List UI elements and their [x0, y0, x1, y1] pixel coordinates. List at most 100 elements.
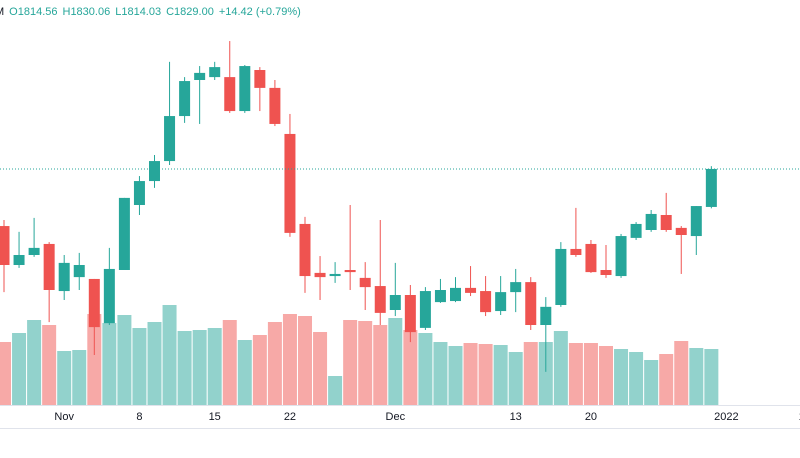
candle-body	[284, 133, 296, 233]
candle-body	[344, 270, 356, 273]
volume-bar	[42, 325, 57, 405]
volume-bar	[328, 376, 343, 405]
candle-body	[660, 215, 672, 230]
candle-body	[254, 70, 266, 88]
volume-bar	[162, 305, 177, 405]
candle-body	[194, 72, 206, 80]
candle-body	[419, 291, 431, 328]
candle-body	[555, 248, 567, 305]
x-tick-label: 1	[799, 411, 800, 423]
candle-body	[510, 282, 522, 293]
volume-bar	[523, 342, 538, 405]
candle-body	[73, 265, 85, 278]
candle-body	[28, 247, 40, 255]
volume-bar	[72, 350, 87, 405]
candle-body	[359, 277, 371, 288]
x-tick-label: 8	[136, 411, 142, 423]
candle-body	[540, 306, 552, 325]
candle-body	[329, 273, 341, 277]
candle-body	[133, 181, 145, 205]
candle-body	[465, 287, 477, 293]
candle-body	[389, 295, 401, 310]
volume-bar	[583, 343, 598, 405]
candle-body	[690, 206, 702, 237]
volume-bar	[237, 340, 252, 405]
volume-bar	[102, 323, 117, 405]
legend-item: M	[0, 6, 4, 18]
candle-body	[434, 290, 446, 303]
candle-body	[88, 278, 100, 328]
volume-bar	[147, 322, 162, 405]
candle-body	[495, 292, 507, 312]
candle-body	[615, 236, 627, 277]
volume-bar	[704, 349, 719, 405]
volume-bar	[12, 333, 27, 405]
candle-body	[239, 66, 251, 112]
volume-bar	[117, 315, 132, 405]
candle-body	[13, 255, 25, 265]
volume-bar	[222, 320, 237, 405]
candle-body	[480, 291, 492, 313]
candle-body	[209, 67, 221, 78]
candle-body	[0, 226, 10, 265]
x-tick-label: 2022	[714, 411, 738, 423]
candle-body	[630, 223, 642, 238]
volume-bar	[508, 352, 523, 405]
volume-bar	[614, 349, 629, 405]
legend-item: L1814.03	[115, 6, 161, 18]
volume-bar	[448, 346, 463, 405]
candle-body	[450, 287, 461, 302]
x-tick-label: 15	[209, 411, 221, 423]
volume-bar	[403, 330, 418, 405]
legend-item: +14.42 (+0.79%)	[219, 6, 301, 18]
candle-body	[149, 161, 160, 182]
candle-body	[299, 223, 311, 277]
volume-bar	[433, 342, 448, 405]
candle-body	[103, 268, 115, 324]
candle-body	[314, 272, 326, 278]
volume-bar	[493, 345, 508, 405]
volume-bar	[644, 360, 659, 405]
candle-body	[525, 282, 537, 325]
volume-bar	[132, 328, 147, 405]
candle-body	[43, 243, 55, 290]
volume-bar	[343, 320, 358, 405]
volume-bar	[418, 333, 433, 405]
volume-bar	[478, 344, 493, 405]
volume-bar	[689, 348, 704, 405]
volume-bar	[373, 325, 388, 405]
volume-bar	[192, 330, 207, 405]
candle-body	[675, 227, 687, 235]
candle-body	[269, 87, 281, 124]
candle-body	[118, 197, 130, 270]
volume-bar	[599, 346, 613, 405]
candle-body	[58, 262, 70, 292]
volume-bar	[0, 342, 11, 405]
volume-bar	[207, 328, 222, 405]
volume-bar	[252, 335, 267, 405]
x-tick-label: 22	[284, 411, 296, 423]
volume-bar	[629, 352, 644, 405]
x-tick-label: Dec	[386, 411, 406, 423]
volume-bar	[27, 320, 42, 405]
candle-body	[645, 213, 657, 230]
volume-bar	[313, 332, 328, 405]
volume-bar	[553, 331, 568, 405]
legend-item: O1814.56	[9, 6, 57, 18]
volume-bar	[538, 342, 553, 405]
candle-body	[705, 168, 717, 207]
volume-bar	[298, 316, 312, 405]
legend-item: H1830.06	[63, 6, 111, 18]
volume-bar	[57, 351, 72, 405]
x-tick-label: 13	[510, 411, 522, 423]
volume-bar	[358, 321, 373, 405]
volume-bar	[674, 341, 689, 405]
volume-bar	[388, 318, 403, 405]
candle-body	[600, 270, 612, 275]
legend-item: C1829.00	[166, 6, 214, 18]
volume-bar	[282, 314, 297, 405]
volume-bar	[659, 354, 674, 405]
candle-body	[164, 116, 176, 162]
